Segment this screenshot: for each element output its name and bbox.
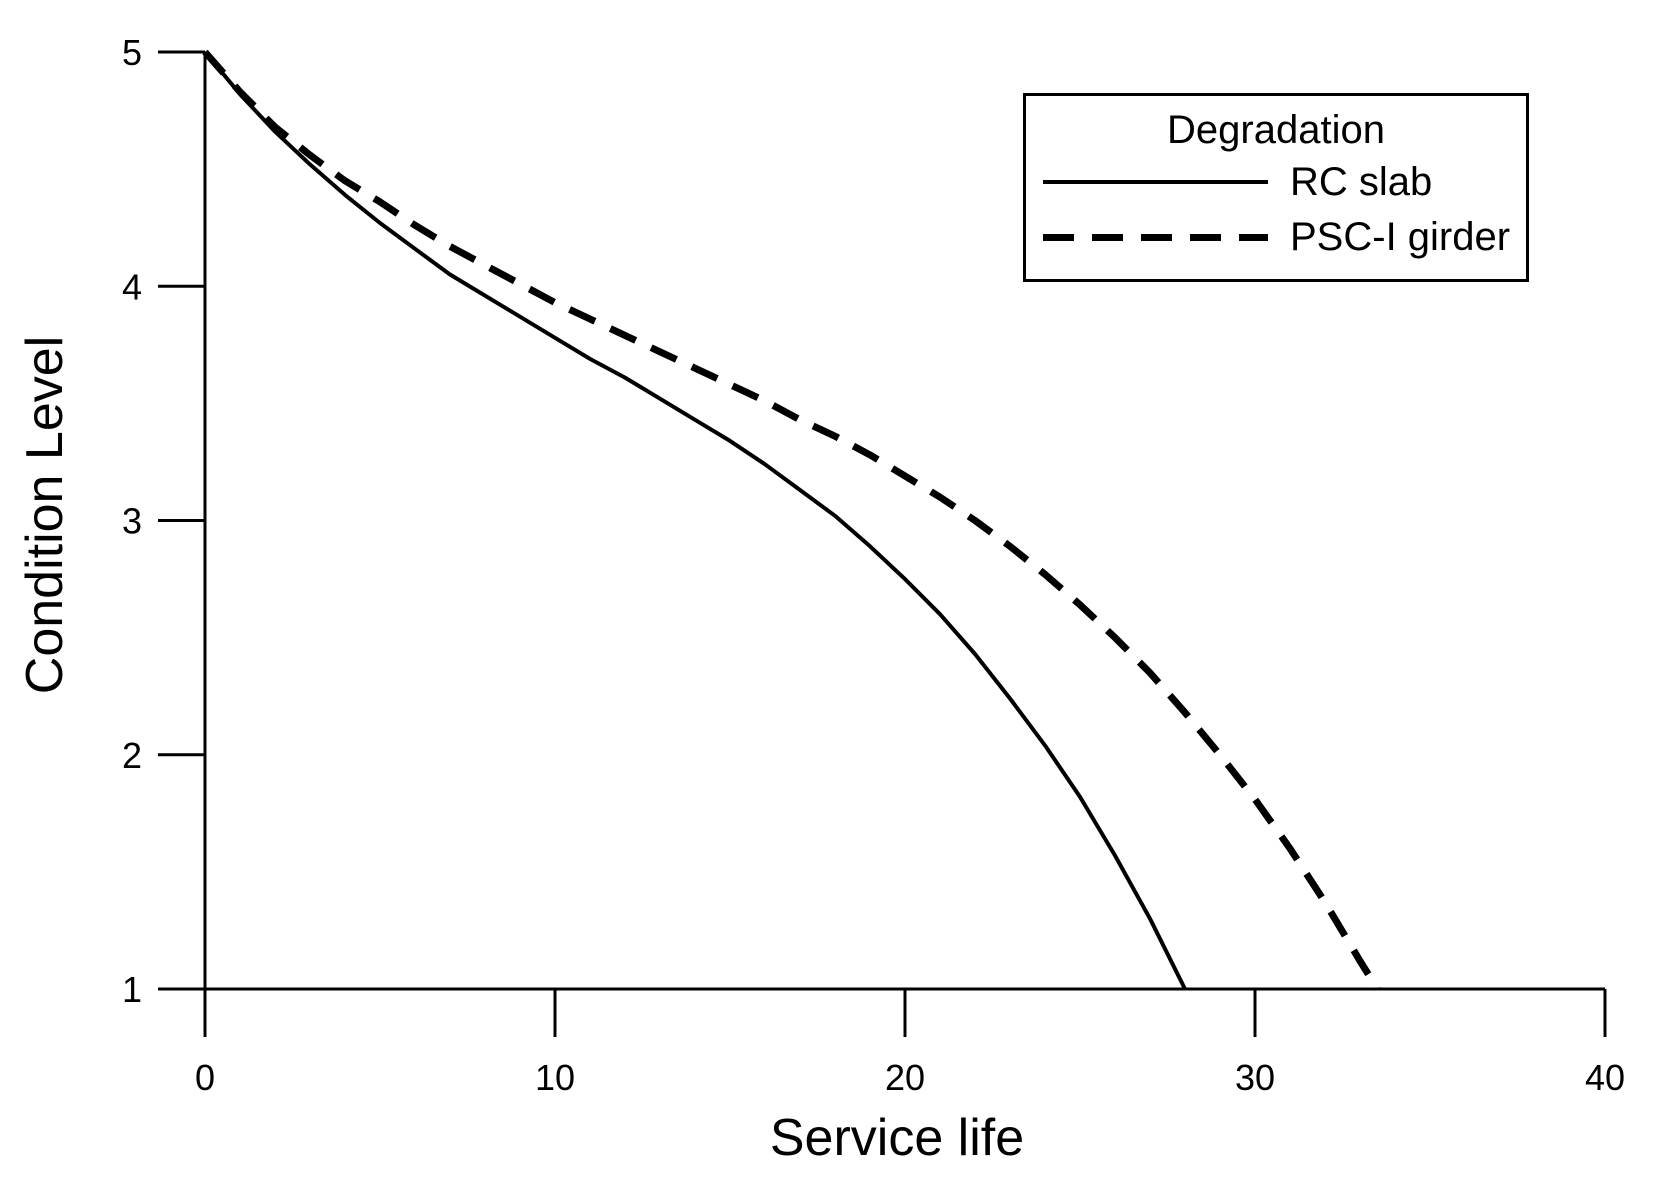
x-tick-label: 40 [1585, 1057, 1625, 1098]
y-axis-title: Condition Level [16, 335, 74, 695]
x-tick-label: 0 [195, 1057, 215, 1098]
legend-entry-rc-slab: RC slab [1043, 157, 1520, 207]
x-tick-label: 10 [535, 1057, 575, 1098]
legend: Degradation RC slab PSC-I girder [1023, 93, 1529, 282]
legend-label-rc-slab: RC slab [1290, 159, 1433, 204]
legend-entry-psc-i-girder: PSC-I girder [1043, 212, 1520, 262]
y-tick-label: 4 [122, 266, 142, 307]
y-tick-label: 1 [122, 969, 142, 1010]
y-tick-label: 5 [122, 32, 142, 73]
x-axis-title: Service life [769, 1109, 1025, 1167]
solid-line-sample [1043, 180, 1268, 184]
dashed-line-sample [1043, 233, 1268, 241]
series-line-rc-slab [203, 50, 1187, 990]
x-tick-label: 20 [885, 1057, 925, 1098]
legend-label-psc-i-girder: PSC-I girder [1290, 214, 1511, 259]
x-tick-label: 30 [1235, 1057, 1275, 1098]
y-tick-label: 2 [122, 735, 142, 776]
legend-title: Degradation [1167, 108, 1385, 152]
y-tick-label: 3 [122, 501, 142, 542]
